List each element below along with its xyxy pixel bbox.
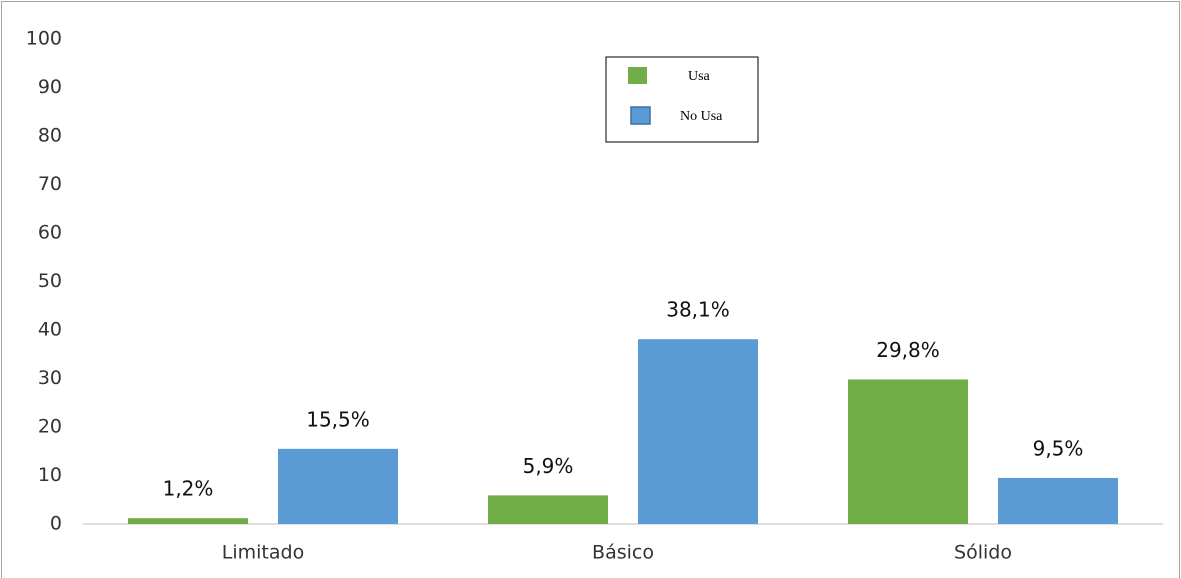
y-tick-label: 80 xyxy=(38,125,62,147)
value-label: 1,2% xyxy=(163,477,214,501)
value-label: 9,5% xyxy=(1033,436,1084,460)
x-tick-label: Básico xyxy=(592,542,654,564)
y-tick-label: 40 xyxy=(38,319,62,341)
y-tick-label: 30 xyxy=(38,367,62,389)
value-label: 38,1% xyxy=(666,298,730,322)
x-tick-label: Limitado xyxy=(222,542,304,564)
y-tick-label: 100 xyxy=(26,28,62,50)
legend-label: No Usa xyxy=(680,109,723,124)
bar xyxy=(278,448,398,524)
legend-swatch xyxy=(630,106,651,125)
value-label: 15,5% xyxy=(306,407,370,431)
legend-swatch xyxy=(628,67,647,84)
y-tick-label: 70 xyxy=(38,173,62,195)
y-tick-label: 60 xyxy=(38,222,62,244)
y-tick-label: 0 xyxy=(50,513,62,535)
bar xyxy=(128,518,248,524)
x-tick-label: Sólido xyxy=(954,542,1012,564)
y-tick-label: 50 xyxy=(38,270,62,292)
bar xyxy=(998,477,1118,524)
y-tick-label: 20 xyxy=(38,416,62,438)
y-tick-label: 90 xyxy=(38,76,62,98)
bar xyxy=(638,339,758,524)
value-label: 29,8% xyxy=(876,338,940,362)
y-tick-label: 10 xyxy=(38,464,62,486)
legend-label: Usa xyxy=(688,69,711,84)
value-label: 5,9% xyxy=(523,454,574,478)
bar xyxy=(488,495,608,524)
bar xyxy=(848,379,968,524)
